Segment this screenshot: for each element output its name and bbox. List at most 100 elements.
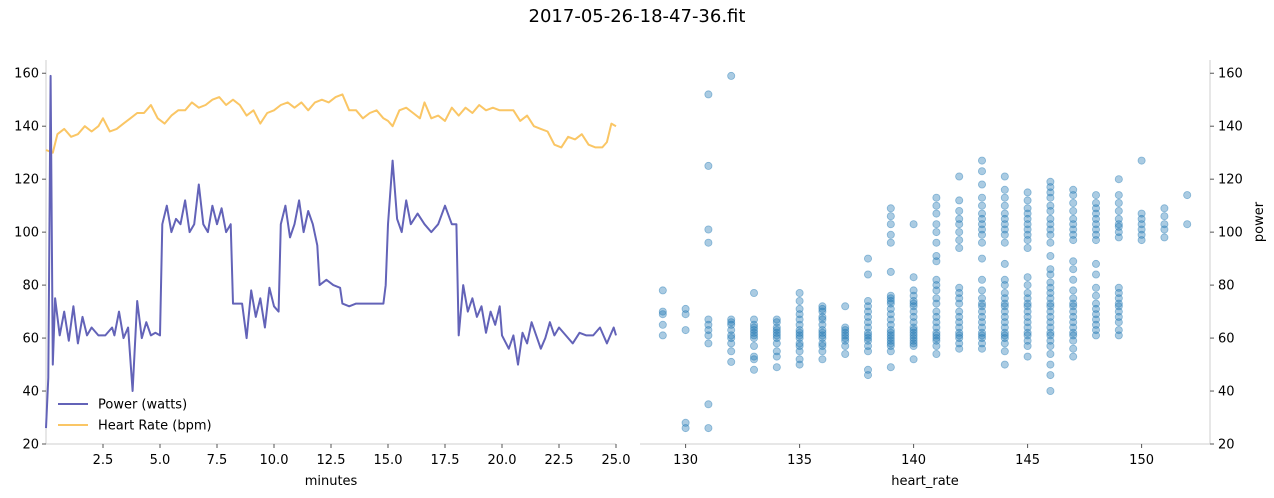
scatter-point [1023,299,1032,308]
scatter-point [795,334,804,343]
scatter-point [1000,299,1009,308]
scatter-point [795,296,804,305]
scatter-point [1046,251,1055,260]
scatter-point [1046,288,1055,297]
scatter-point [1069,220,1078,229]
scatter-point [1069,198,1078,207]
scatter-point [750,315,759,324]
scatter-point [1046,238,1055,247]
scatter-point [1023,204,1032,213]
scatter-point [1046,318,1055,327]
scatter-point [886,212,895,221]
scatter-point [978,201,987,210]
scatter-point [886,294,895,303]
scatter-point [886,315,895,324]
scatter-point [1000,312,1009,321]
scatter-point [818,315,827,324]
scatter-point [1023,281,1032,290]
scatter-point [864,328,873,337]
scatter-point [772,363,781,372]
scatter-point [909,273,918,282]
scatter-point [1069,344,1078,353]
scatter-point [1092,214,1101,223]
scatter-point [1092,310,1101,319]
scatter-point [658,320,667,329]
scatter-point [1069,294,1078,303]
scatter-point [955,206,964,215]
scatter-point [955,318,964,327]
scatter-point [1114,283,1123,292]
scatter-point [1092,299,1101,308]
scatter-point [772,323,781,332]
scatter-point [1069,214,1078,223]
scatter-point [1046,201,1055,210]
scatter-point [1000,360,1009,369]
right-y-tick-label: 120 [1218,173,1243,188]
scatter-point [864,318,873,327]
scatter-point [932,341,941,350]
scatter-point [704,238,713,247]
left-x-tick-label: 12.5 [317,453,346,468]
scatter-point [886,267,895,276]
scatter-point [886,204,895,213]
scatter-point [1000,220,1009,229]
scatter-point [1000,193,1009,202]
scatter-point [909,326,918,335]
left-x-tick-label: 17.5 [431,453,460,468]
scatter-point [1023,220,1032,229]
scatter-point [909,341,918,350]
scatter-chart-heart-rate-power: 20 40 60 80 100 120 140 160 130 135 140 145 150 heart… [640,60,1267,489]
scatter-point [955,243,964,252]
scatter-point [1069,299,1078,308]
scatter-point [886,304,895,313]
scatter-point [932,323,941,332]
scatter-point [864,347,873,356]
scatter-point [1000,275,1009,284]
left-x-tick-label: 7.5 [207,453,228,468]
scatter-point [727,326,736,335]
scatter-point [1114,228,1123,237]
scatter-point [932,201,941,210]
scatter-point [1023,323,1032,332]
scatter-point [1069,191,1078,200]
scatter-point [727,331,736,340]
scatter-point [886,336,895,345]
scatter-point [772,352,781,361]
scatter-point [932,286,941,295]
scatter-point [681,326,690,335]
scatter-point [704,331,713,340]
scatter-point [795,304,804,313]
scatter-point [1092,259,1101,268]
scatter-point [1069,331,1078,340]
scatter-point [750,341,759,350]
scatter-point [1046,328,1055,337]
scatter-point [909,299,918,308]
scatter-point [1023,243,1032,252]
scatter-point [978,230,987,239]
right-x-tick-label: 135 [787,453,812,468]
scatter-point [1114,318,1123,327]
scatter-point [1046,283,1055,292]
scatter-point [1137,230,1146,239]
scatter-point [818,331,827,340]
scatter-point [841,341,850,350]
scatter-point [864,371,873,380]
scatter-point [932,328,941,337]
scatter-point [750,326,759,335]
scatter-point [1160,204,1169,213]
scatter-point [864,302,873,311]
left-y-tick-label: 60 [22,332,39,347]
scatter-point [727,357,736,366]
scatter-point [772,331,781,340]
scatter-point [818,339,827,348]
scatter-point [1137,209,1146,218]
scatter-point [1069,275,1078,284]
scatter-point [1092,191,1101,200]
scatter-point [1137,236,1146,245]
right-y-tick-label: 40 [1218,385,1235,400]
scatter-point [1000,209,1009,218]
scatter-point [955,236,964,245]
scatter-point [795,360,804,369]
scatter-point [909,312,918,321]
scatter-point [1114,331,1123,340]
